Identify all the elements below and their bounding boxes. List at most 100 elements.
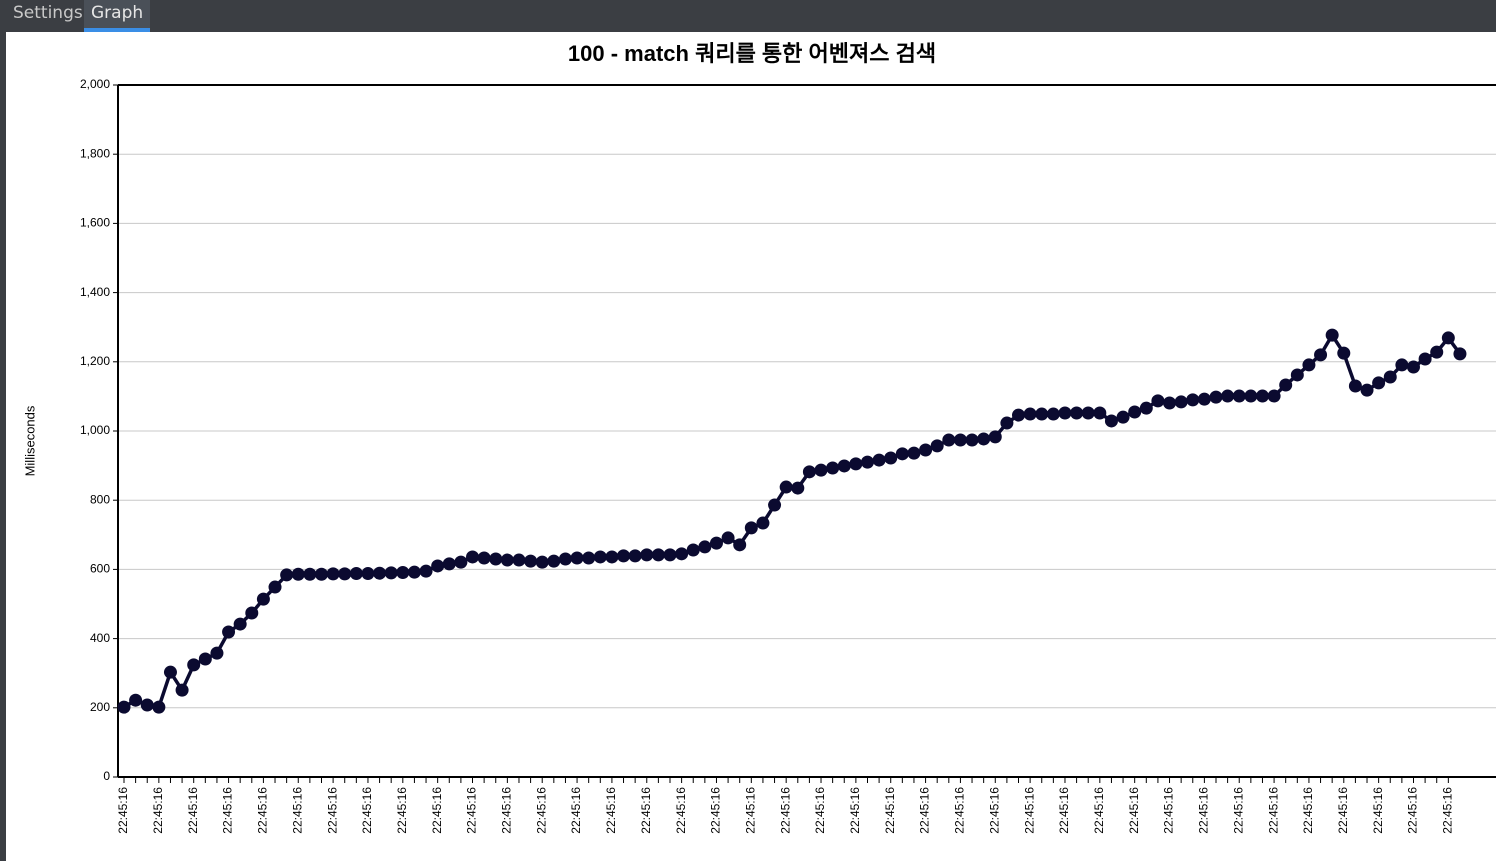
tab-active[interactable]: Graph	[84, 0, 151, 32]
point	[733, 538, 747, 552]
x-tick-label: 22:45:16	[918, 787, 932, 834]
x-tick-label: 22:45:16	[953, 787, 967, 834]
point	[419, 564, 433, 578]
point	[1163, 396, 1177, 410]
point	[1360, 383, 1374, 397]
x-tick-label: 22:45:16	[186, 787, 200, 834]
point	[1279, 378, 1293, 392]
x-tick-label: 22:45:16	[1162, 787, 1176, 834]
point	[930, 439, 944, 453]
point	[1046, 407, 1060, 421]
point	[466, 550, 480, 564]
point	[1418, 352, 1432, 366]
y-tick-label: 1,000	[80, 423, 110, 437]
point	[1151, 394, 1165, 408]
point	[1093, 406, 1107, 420]
point	[744, 521, 758, 535]
x-tick-label: 22:45:16	[1092, 787, 1106, 834]
point	[1406, 360, 1420, 374]
point	[1232, 389, 1246, 403]
point	[1302, 358, 1316, 372]
point	[814, 463, 828, 477]
point	[291, 567, 305, 581]
x-tick-label: 22:45:16	[639, 787, 653, 834]
point	[524, 554, 538, 568]
x-tick-label: 22:45:16	[1336, 787, 1350, 834]
x-tick-label: 22:45:16	[1301, 787, 1315, 834]
point	[1139, 401, 1153, 415]
point	[535, 555, 549, 569]
point	[303, 567, 317, 581]
point	[1395, 358, 1409, 372]
point	[222, 625, 236, 639]
point	[326, 567, 340, 581]
y-tick-label: 0	[103, 769, 110, 783]
y-tick-label: 400	[90, 631, 110, 645]
x-tick-label: 22:45:16	[1406, 787, 1420, 834]
point	[675, 547, 689, 561]
point	[361, 567, 375, 581]
x-tick-label: 22:45:16	[465, 787, 479, 834]
point	[1104, 414, 1118, 428]
point	[500, 553, 514, 567]
point	[1430, 345, 1444, 359]
point	[872, 453, 886, 467]
x-tick-label: 22:45:16	[221, 787, 235, 834]
y-tick-label: 200	[90, 700, 110, 714]
point	[256, 592, 270, 606]
point	[1453, 347, 1467, 361]
x-tick-label: 22:45:16	[1022, 787, 1036, 834]
point	[640, 548, 654, 562]
point	[1383, 370, 1397, 384]
point	[407, 565, 421, 579]
x-tick-label: 22:45:16	[1057, 787, 1071, 834]
point	[837, 459, 851, 473]
x-tick-label: 22:45:16	[430, 787, 444, 834]
point	[198, 652, 212, 666]
point	[1290, 368, 1304, 382]
point	[268, 580, 282, 594]
point	[860, 455, 874, 469]
point	[686, 543, 700, 557]
point	[663, 548, 677, 562]
point	[477, 551, 491, 565]
point	[140, 698, 154, 712]
point	[442, 557, 456, 571]
x-tick-label: 22:45:16	[1266, 787, 1280, 834]
point	[152, 700, 166, 714]
x-tick-label: 22:45:16	[395, 787, 409, 834]
point	[117, 700, 131, 714]
point	[1023, 407, 1037, 421]
x-tick-label: 22:45:16	[743, 787, 757, 834]
x-tick-label: 22:45:16	[325, 787, 339, 834]
x-tick-label: 22:45:16	[290, 787, 304, 834]
y-tick-label: 800	[90, 492, 110, 506]
x-tick-label: 22:45:16	[604, 787, 618, 834]
point	[349, 567, 363, 581]
point	[779, 480, 793, 494]
x-tick-label: 22:45:16	[500, 787, 514, 834]
y-tick-label: 2,000	[80, 77, 110, 91]
point	[965, 433, 979, 447]
point	[884, 451, 898, 465]
point	[582, 551, 596, 565]
x-tick-label: 22:45:16	[116, 787, 130, 834]
point	[953, 433, 967, 447]
point	[396, 566, 410, 580]
point	[1081, 406, 1095, 420]
point	[895, 447, 909, 461]
x-tick-label: 22:45:16	[883, 787, 897, 834]
point	[1197, 392, 1211, 406]
point	[245, 606, 259, 620]
point	[1325, 328, 1339, 342]
y-tick-label: 1,800	[80, 146, 110, 160]
tab[interactable]: Settings	[13, 3, 83, 23]
point	[826, 461, 840, 475]
point	[187, 658, 201, 672]
x-tick-label: 22:45:16	[1127, 787, 1141, 834]
point	[233, 617, 247, 631]
x-tick-label: 22:45:16	[534, 787, 548, 834]
x-tick-label: 22:45:16	[1371, 787, 1385, 834]
x-tick-label: 22:45:16	[778, 787, 792, 834]
point	[942, 433, 956, 447]
